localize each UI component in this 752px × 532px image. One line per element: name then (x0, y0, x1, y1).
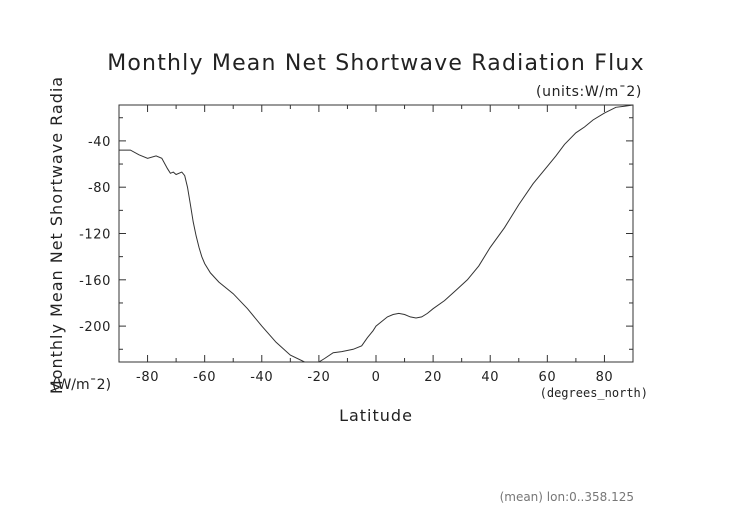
y-tick-label: -200 (79, 320, 111, 335)
x-tick-label: 0 (372, 370, 381, 385)
axes: -80 -60 -40 -20 0 20 40 60 80-40-80-120-160-200 (79, 104, 634, 385)
x-tick-label: -80 (136, 370, 159, 385)
chart-title: Monthly Mean Net Shortwave Radiation Flu… (107, 51, 645, 76)
x-tick-label: 20 (424, 370, 442, 385)
units-label: (units:W/m¯2) (536, 84, 642, 100)
footer-note: (mean) lon:0..358.125 (500, 490, 634, 504)
x-tick-label: 40 (481, 370, 499, 385)
x-tick-label: -20 (307, 370, 330, 385)
x-tick-label: 80 (596, 370, 614, 385)
y-tick-label: -120 (79, 228, 111, 243)
x-axis-units: (degrees_north) (540, 386, 648, 400)
x-tick-label: 60 (538, 370, 556, 385)
y-axis-label: Monthly Mean Net Shortwave Radia (47, 76, 66, 394)
x-tick-label: -40 (250, 370, 273, 385)
x-tick-label: -60 (193, 370, 216, 385)
y-tick-label: -160 (79, 274, 111, 289)
y-tick-label: -40 (88, 135, 111, 150)
y-axis-units: (W/m¯2) (52, 377, 111, 393)
series-line (119, 104, 634, 363)
y-tick-label: -80 (88, 181, 111, 196)
x-axis-label: Latitude (339, 406, 413, 425)
